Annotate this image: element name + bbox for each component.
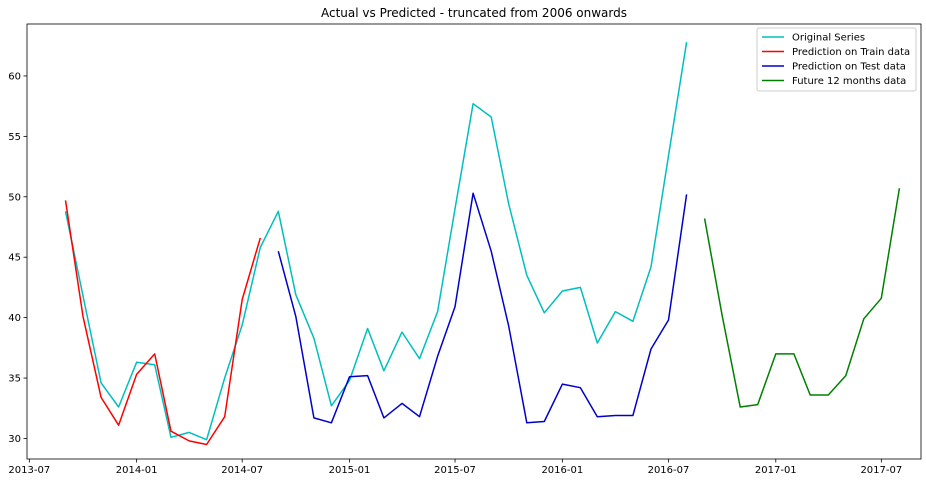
y-tick-label: 55 bbox=[8, 132, 21, 143]
x-tick-label: 2017-07 bbox=[860, 465, 902, 476]
x-axis: 2013-07 2014-01 2014-07 2015-01 2015-07 2016-… bbox=[8, 459, 902, 476]
legend: Original Series Prediction on Train data P… bbox=[756, 27, 917, 92]
x-tick-label: 2013-07 bbox=[8, 465, 50, 476]
y-tick-label: 30 bbox=[8, 434, 21, 445]
series-line-future-12-months-data bbox=[703, 188, 901, 408]
x-tick-label: 2016-01 bbox=[541, 465, 583, 476]
y-tick-label: 60 bbox=[8, 71, 21, 82]
series-layer bbox=[64, 41, 901, 446]
x-tick-label: 2014-07 bbox=[221, 465, 263, 476]
series-line-original-series bbox=[64, 41, 688, 441]
x-tick-label: 2015-01 bbox=[329, 465, 371, 476]
series-line-prediction-on-test-data bbox=[277, 192, 688, 424]
y-tick-label: 45 bbox=[8, 253, 21, 264]
y-axis: 30 35 40 45 50 55 60 bbox=[8, 71, 27, 445]
legend-box bbox=[756, 27, 917, 92]
series-line-prediction-on-train-data bbox=[64, 200, 262, 446]
legend-entry: Prediction on Train data bbox=[792, 47, 910, 58]
x-tick-label: 2016-07 bbox=[648, 465, 690, 476]
legend-entry: Original Series bbox=[792, 33, 865, 44]
y-tick-label: 35 bbox=[8, 374, 21, 385]
y-tick-label: 50 bbox=[8, 192, 21, 203]
x-tick-label: 2014-01 bbox=[116, 465, 158, 476]
legend-entry: Future 12 months data bbox=[792, 76, 906, 87]
plot-area bbox=[26, 23, 922, 460]
chart-title: Actual vs Predicted - truncated from 200… bbox=[321, 6, 627, 20]
x-tick-label: 2017-01 bbox=[755, 465, 797, 476]
legend-entry: Prediction on Test data bbox=[792, 62, 906, 73]
y-tick-label: 40 bbox=[8, 313, 21, 324]
x-tick-label: 2015-07 bbox=[434, 465, 476, 476]
